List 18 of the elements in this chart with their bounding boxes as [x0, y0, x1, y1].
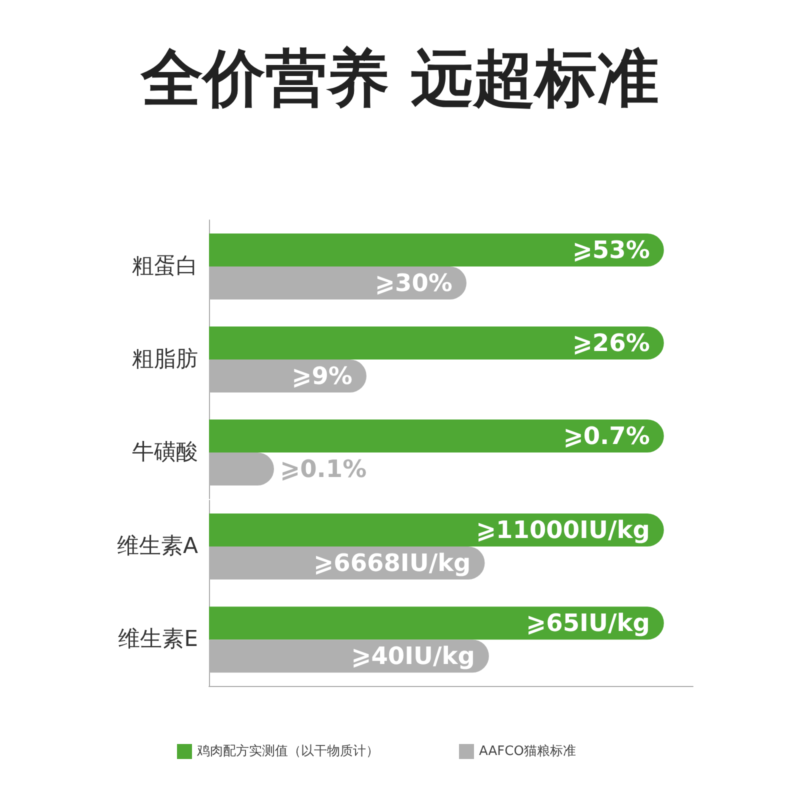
- y-tick-label: 粗蛋白: [132, 254, 198, 279]
- data-label: ⩾6668IU/kg: [314, 548, 471, 577]
- data-label: ⩾11000IU/kg: [476, 516, 650, 544]
- y-tick-label: 牛磺酸: [132, 440, 198, 466]
- legend-label: AAFCO猫粮标准: [479, 744, 576, 759]
- data-label: ⩾40IU/kg: [351, 642, 475, 670]
- y-tick-label: 维生素E: [118, 626, 198, 652]
- legend-label: 鸡肉配方实测值（以干物质计）: [196, 742, 379, 759]
- data-label: ⩾0.1%: [280, 455, 367, 484]
- data-label: ⩾0.7%: [563, 422, 650, 450]
- data-label: ⩾9%: [292, 362, 352, 390]
- data-label: ⩾26%: [572, 329, 650, 358]
- data-label: ⩾30%: [374, 269, 452, 297]
- chart-title: 全价营养 远超标准: [140, 42, 659, 114]
- y-tick-label: 粗脂肪: [132, 347, 198, 372]
- data-label: ⩾65IU/kg: [526, 608, 650, 637]
- y-tick-label: 维生素A: [116, 534, 198, 559]
- data-label: ⩾53%: [572, 236, 650, 264]
